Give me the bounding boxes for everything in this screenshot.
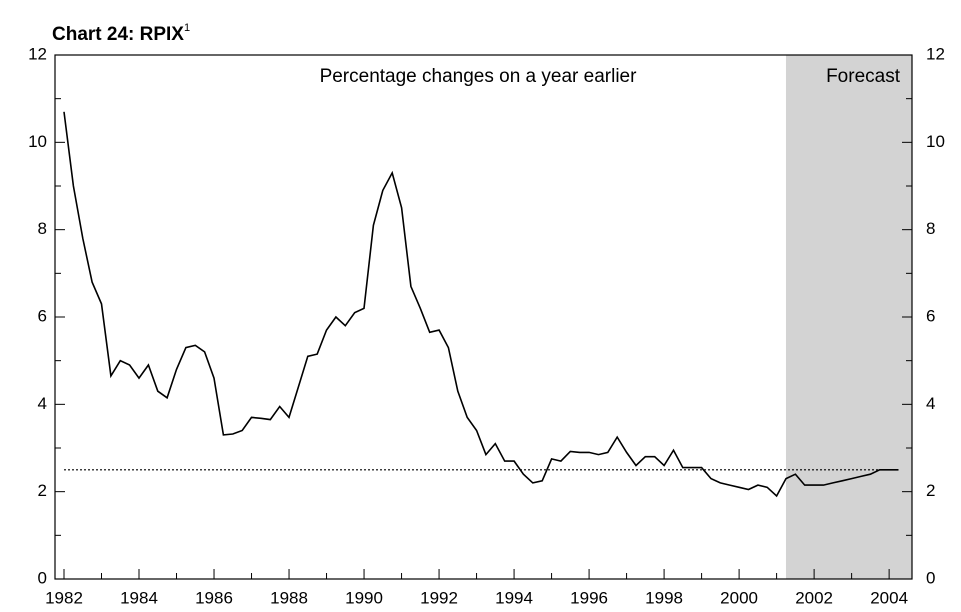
title-footnote: 1 [184, 22, 190, 34]
y2-tick-label: 8 [926, 219, 935, 238]
chart-title: Chart 24: RPIX1 [52, 22, 190, 45]
y-tick-label: 10 [28, 132, 47, 151]
x-tick-label: 1986 [195, 588, 233, 607]
x-tick-label: 1996 [570, 588, 608, 607]
x-tick-label: 1992 [420, 588, 458, 607]
title-text: Chart 24: RPIX [52, 24, 184, 45]
x-tick-label: 1984 [120, 588, 158, 607]
forecast-label: Forecast [826, 66, 901, 87]
y-tick-label: 4 [38, 394, 47, 413]
x-tick-label: 1994 [495, 588, 533, 607]
y2-tick-label: 4 [926, 394, 935, 413]
y2-tick-label: 10 [926, 132, 945, 151]
x-tick-label: 1998 [645, 588, 683, 607]
y2-tick-label: 2 [926, 481, 935, 500]
y-tick-label: 0 [38, 568, 47, 587]
subtitle: Percentage changes on a year earlier [320, 66, 638, 87]
x-tick-label: 1990 [345, 588, 383, 607]
x-tick-label: 1988 [270, 588, 308, 607]
y-tick-label: 8 [38, 219, 47, 238]
x-tick-label: 2004 [870, 588, 908, 607]
data-line [63, 111, 899, 498]
x-tick-label: 1982 [45, 588, 83, 607]
y-tick-label: 2 [38, 481, 47, 500]
y2-tick-label: 6 [926, 306, 935, 325]
plot-frame [54, 54, 913, 580]
forecast-region [785, 55, 912, 579]
x-tick-label: 2000 [720, 588, 758, 607]
y-tick-label: 6 [38, 306, 47, 325]
y2-tick-label: 0 [926, 568, 935, 587]
x-tick-label: 2002 [795, 588, 833, 607]
y-tick-label: 12 [28, 44, 47, 63]
y2-tick-label: 12 [926, 44, 945, 63]
